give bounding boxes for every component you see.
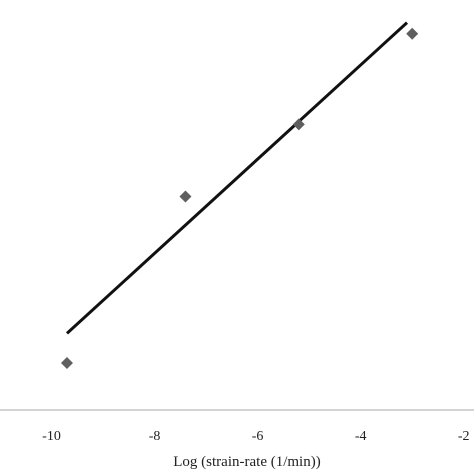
data-point (179, 190, 192, 203)
x-tick-label: -10 (42, 429, 61, 444)
x-tick-label: -6 (252, 429, 264, 444)
data-point (406, 27, 419, 40)
data-markers (60, 27, 419, 369)
trend-line (65, 21, 409, 335)
data-point (60, 357, 73, 369)
x-tick-label: -2 (458, 429, 470, 444)
data-point (292, 118, 305, 131)
x-tick-label: -4 (355, 429, 367, 444)
x-tick-labels: -10 -8 -6 -4 -2 (42, 429, 469, 444)
x-tick-label: -8 (149, 429, 161, 444)
x-axis-title: Log (strain-rate (1/min)) (173, 454, 320, 470)
